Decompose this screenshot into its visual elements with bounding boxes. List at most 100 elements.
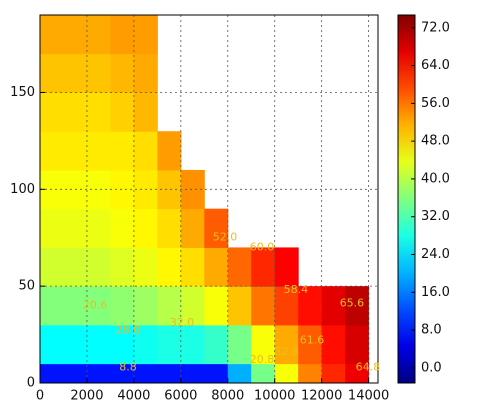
cell [110,247,135,287]
colorbar-tick-label: 48.0 [421,134,450,149]
colorbar-tick-label: 8.0 [421,323,442,338]
cell [40,324,64,365]
cell [63,363,88,384]
cell [180,363,205,384]
contour-label: 8.8 [119,361,137,374]
cell [157,286,182,326]
cell [204,324,229,365]
cell [63,131,88,171]
cell [86,247,111,287]
cell [133,15,158,55]
cell [133,53,158,93]
cell [227,247,252,287]
cell [86,169,111,210]
cell [227,286,252,326]
cell [298,286,323,326]
cell [298,363,323,384]
cell [110,15,135,55]
cell [227,324,252,365]
cell [40,208,64,248]
cell [157,247,182,287]
cell [86,131,111,171]
cell [110,363,135,384]
y-tick-label: 150 [10,85,35,100]
cell [180,247,205,287]
plot-frame [39,14,379,384]
cell [180,169,205,210]
cell [321,363,346,384]
cell [86,15,111,55]
contour-label: 64.8 [356,361,381,374]
cell [63,15,88,55]
contour-label: 20.8 [250,353,275,366]
contour-label: 65.6 [340,297,365,310]
cell [157,208,182,248]
cell [110,208,135,248]
colorbar-tick-label: 56.0 [421,96,450,111]
contour-label: 61.6 [300,333,325,346]
cell [110,286,135,326]
cell [274,247,299,287]
cell [110,324,135,365]
cell [133,324,158,365]
cell [204,363,229,384]
cell [86,53,111,93]
cell [110,53,135,93]
cell [110,169,135,210]
field [40,15,370,384]
cell [133,208,158,248]
cell [204,208,229,248]
cell [274,286,299,326]
cell [40,131,64,171]
x-tick-label: 12000 [301,389,342,404]
cell [63,53,88,93]
colorbar-tick-label: 72.0 [421,20,450,35]
contour-label: 52.8 [275,345,300,358]
x-tick-label: 6000 [164,389,197,404]
cell [251,363,276,384]
cell [180,286,205,326]
cell [133,131,158,171]
cell [133,92,158,132]
cell [274,363,299,384]
cell [345,324,370,365]
cell [40,15,64,55]
contour-label: 28.0 [116,324,141,337]
x-tick-label: 4000 [117,389,150,404]
cell [204,247,229,287]
cell [157,363,182,384]
cell [86,324,111,365]
x-tick-label: 14000 [348,389,389,404]
cell [40,363,64,384]
cell [321,324,346,365]
cell [133,247,158,287]
cell [110,92,135,132]
cell [133,286,158,326]
cell [40,286,64,326]
cell [63,247,88,287]
cell [40,92,64,132]
cell [345,286,370,326]
contour-label: 32.0 [170,316,195,329]
cell [86,208,111,248]
cell [40,247,64,287]
x-tick-label: 10000 [254,389,295,404]
cell [274,324,299,365]
colorbar-tick-label: 0.0 [421,360,442,375]
colorbar-tick-label: 16.0 [421,285,450,300]
colorbar-tick-label: 24.0 [421,247,450,262]
contour-label: 52.0 [213,231,238,244]
colorbar-tick-label: 64.0 [421,58,450,73]
cell [251,324,276,365]
colorbar-tick-label: 40.0 [421,171,450,186]
cell [227,363,252,384]
cell [63,324,88,365]
cell [180,324,205,365]
cell [63,286,88,326]
y-tick-label: 0 [27,376,35,391]
y-tick-label: 100 [10,182,35,197]
y-tick-label: 50 [18,279,35,294]
colorbar-tick-label: 32.0 [421,209,450,224]
cell [298,324,323,365]
